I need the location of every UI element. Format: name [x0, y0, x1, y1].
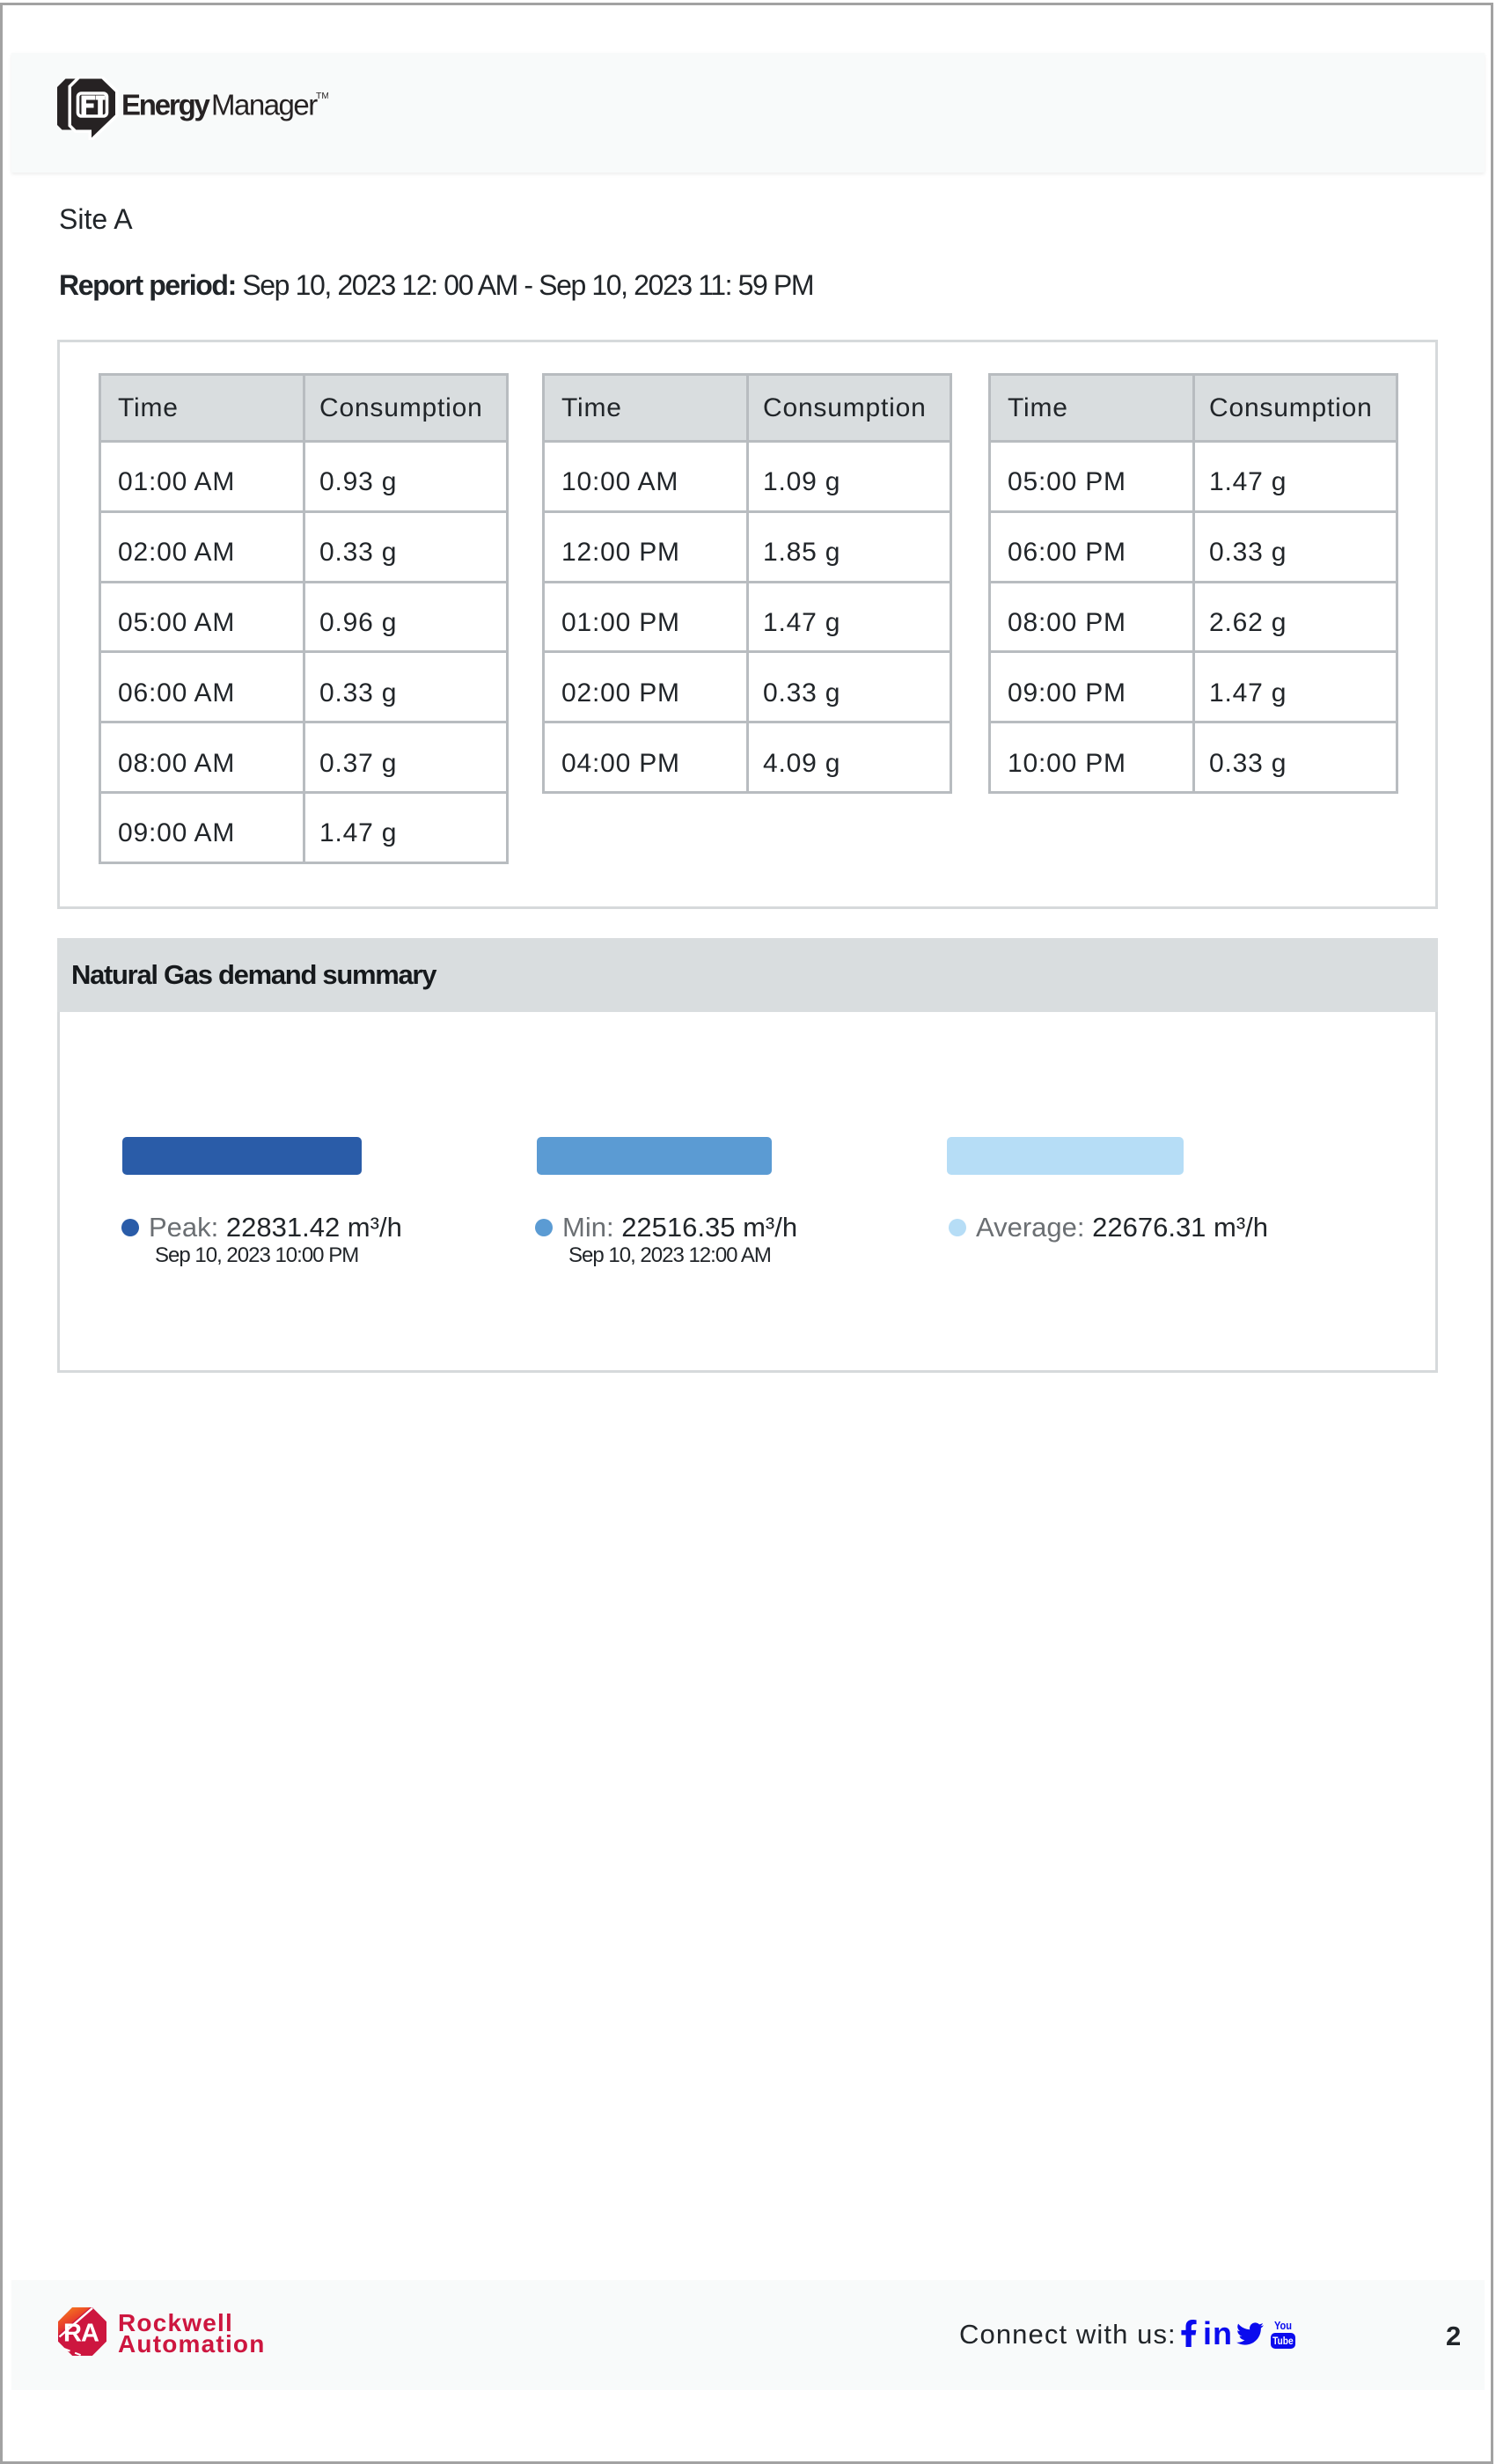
svg-text:Manager: Manager	[211, 89, 318, 121]
svg-text:RA: RA	[63, 2320, 99, 2348]
svg-text:TM: TM	[316, 91, 328, 101]
svg-text:Energy: Energy	[121, 89, 211, 121]
